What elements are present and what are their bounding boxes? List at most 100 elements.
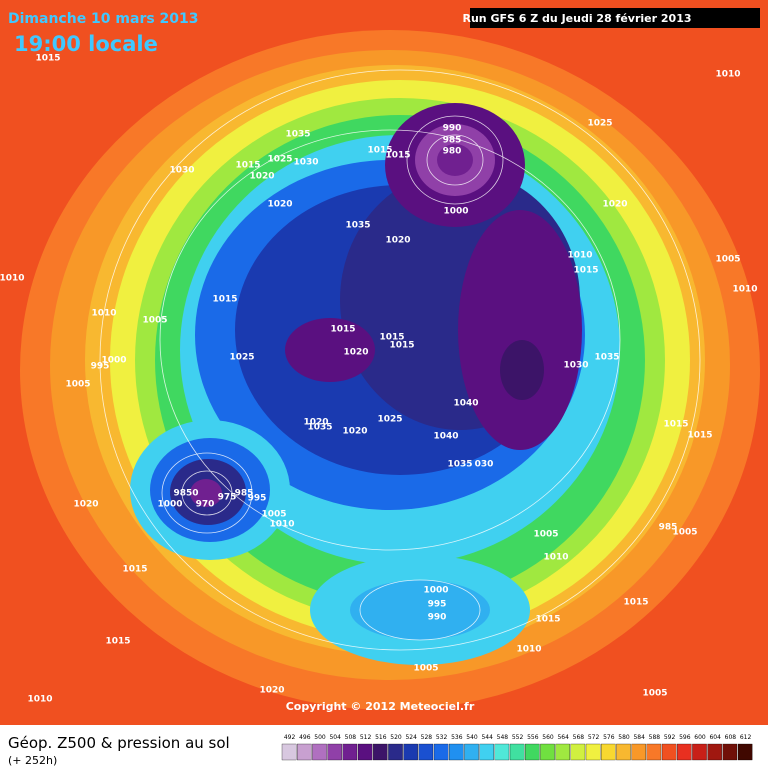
legend-tick-label: 580	[618, 734, 630, 741]
legend-swatch	[661, 743, 677, 761]
isobar-label: 990	[443, 124, 462, 134]
isobar-label: 1015	[367, 146, 392, 156]
legend-swatch	[433, 743, 449, 761]
legend-swatch	[555, 743, 570, 761]
isobar-label: 975	[218, 493, 237, 503]
time: 19:00 locale	[14, 32, 158, 56]
isobar-label: 1010	[269, 520, 294, 530]
isobar-label: 1035	[594, 353, 619, 363]
isobar-label: 1005	[642, 689, 667, 699]
legend-tick-label: 608	[725, 734, 737, 741]
legend-swatch	[357, 743, 373, 761]
isobar-label: 985	[443, 136, 462, 146]
isobar-label: 1000	[423, 586, 448, 596]
isobar-label: 1015	[385, 151, 410, 161]
legend-tick-label: 516	[375, 734, 387, 741]
isobar-label: 1010	[567, 251, 592, 261]
legend-swatch	[601, 743, 616, 761]
isobar-label: 1025	[377, 415, 402, 425]
isobar-label: 990	[428, 613, 447, 623]
legend-swatch	[449, 743, 464, 761]
legend-tick-label: 500	[314, 734, 326, 741]
isobar-label: 1000	[101, 356, 126, 366]
height-field	[20, 30, 760, 710]
legend-tick-label: 548	[497, 734, 509, 741]
isobar-label: 1015	[235, 161, 260, 171]
legend-tick-label: 556	[527, 734, 539, 741]
legend-swatch	[677, 743, 692, 761]
isobar-label: 1020	[259, 686, 284, 696]
isobar-label: 1005	[715, 255, 740, 265]
isobar-label: 1015	[573, 266, 598, 276]
legend-tick-label: 584	[633, 734, 645, 741]
isobar-label: 1010	[543, 553, 568, 563]
legend-swatch	[631, 743, 646, 761]
legend-swatch	[281, 743, 297, 761]
legend-swatch	[297, 743, 312, 761]
legend-tick-label: 532	[436, 734, 448, 741]
legend-tick-label: 600	[694, 734, 706, 741]
legend-tick-label: 588	[649, 734, 661, 741]
legend-tick-label: 592	[664, 734, 676, 741]
isobar-label: 1030	[169, 166, 194, 176]
legend-tick-label: 540	[466, 734, 478, 741]
legend-swatch	[722, 743, 738, 761]
legend-swatch	[312, 743, 327, 761]
isobar-label: 985	[235, 489, 254, 499]
isobar-label: 1020	[343, 348, 368, 358]
legend-swatch	[525, 743, 540, 761]
legend-tick-label: 552	[512, 734, 524, 741]
legend-tick-label: 544	[481, 734, 493, 741]
isobar-label: 1030	[293, 158, 318, 168]
isobar-label: 1015	[623, 598, 648, 608]
date: Dimanche 10 mars 2013	[8, 11, 199, 27]
legend-tick-label: 508	[345, 734, 357, 741]
isobar-label: 1015	[379, 333, 404, 343]
isobar-label: 1020	[267, 200, 292, 210]
isobar-label: 1020	[602, 200, 627, 210]
isobar-label: 1020	[249, 172, 274, 182]
isobar-label: 1015	[535, 615, 560, 625]
isobar-label: 1005	[533, 530, 558, 540]
isobar-label: 1010	[27, 695, 52, 705]
isobar-label: 030	[475, 460, 494, 470]
isobar-label: 1030	[563, 361, 588, 371]
isobar-label: 985	[659, 523, 678, 533]
isobar-label: 1035	[447, 460, 472, 470]
legend-tick-label: 560	[542, 734, 554, 741]
legend-tick-label: 604	[709, 734, 721, 741]
isobar-label: 1020	[303, 418, 328, 428]
isobar-label: 1015	[687, 431, 712, 441]
legend-swatch	[479, 743, 494, 761]
isobar-label: 1010	[0, 274, 25, 284]
isobar-label: 1020	[342, 427, 367, 437]
isobar-label: 1005	[142, 316, 167, 326]
isobar-label: 1040	[433, 432, 458, 442]
isobar-label: 1035	[345, 221, 370, 231]
legend-tick-label: 536	[451, 734, 463, 741]
isobar-label: 1015	[663, 420, 688, 430]
isobar-label: 1015	[212, 295, 237, 305]
legend-swatch	[692, 743, 707, 761]
isobar-label: 1000	[157, 500, 182, 510]
legend-swatch	[373, 743, 388, 761]
legend-tick-label: 520	[390, 734, 402, 741]
legend-tick-label: 524	[405, 734, 417, 741]
legend-swatch	[570, 743, 586, 761]
legend-tick-label: 596	[679, 734, 691, 741]
legend-swatch	[464, 743, 479, 761]
isobar-label: 1020	[385, 236, 410, 246]
isobar-label: 1000	[443, 207, 468, 217]
isobar-label: 970	[196, 500, 215, 510]
legend-tick-label: 492	[284, 734, 296, 741]
isobar-label: 1040	[453, 399, 478, 409]
isobar-label: 1005	[413, 664, 438, 674]
isobar-label: 995	[428, 600, 447, 610]
isobar-label: 1035	[307, 423, 332, 433]
isobar-label: 1025	[267, 155, 292, 165]
legend-tick-label: 612	[740, 734, 752, 741]
isobar-label: 1010	[715, 70, 740, 80]
legend-tick-label: 576	[603, 734, 615, 741]
